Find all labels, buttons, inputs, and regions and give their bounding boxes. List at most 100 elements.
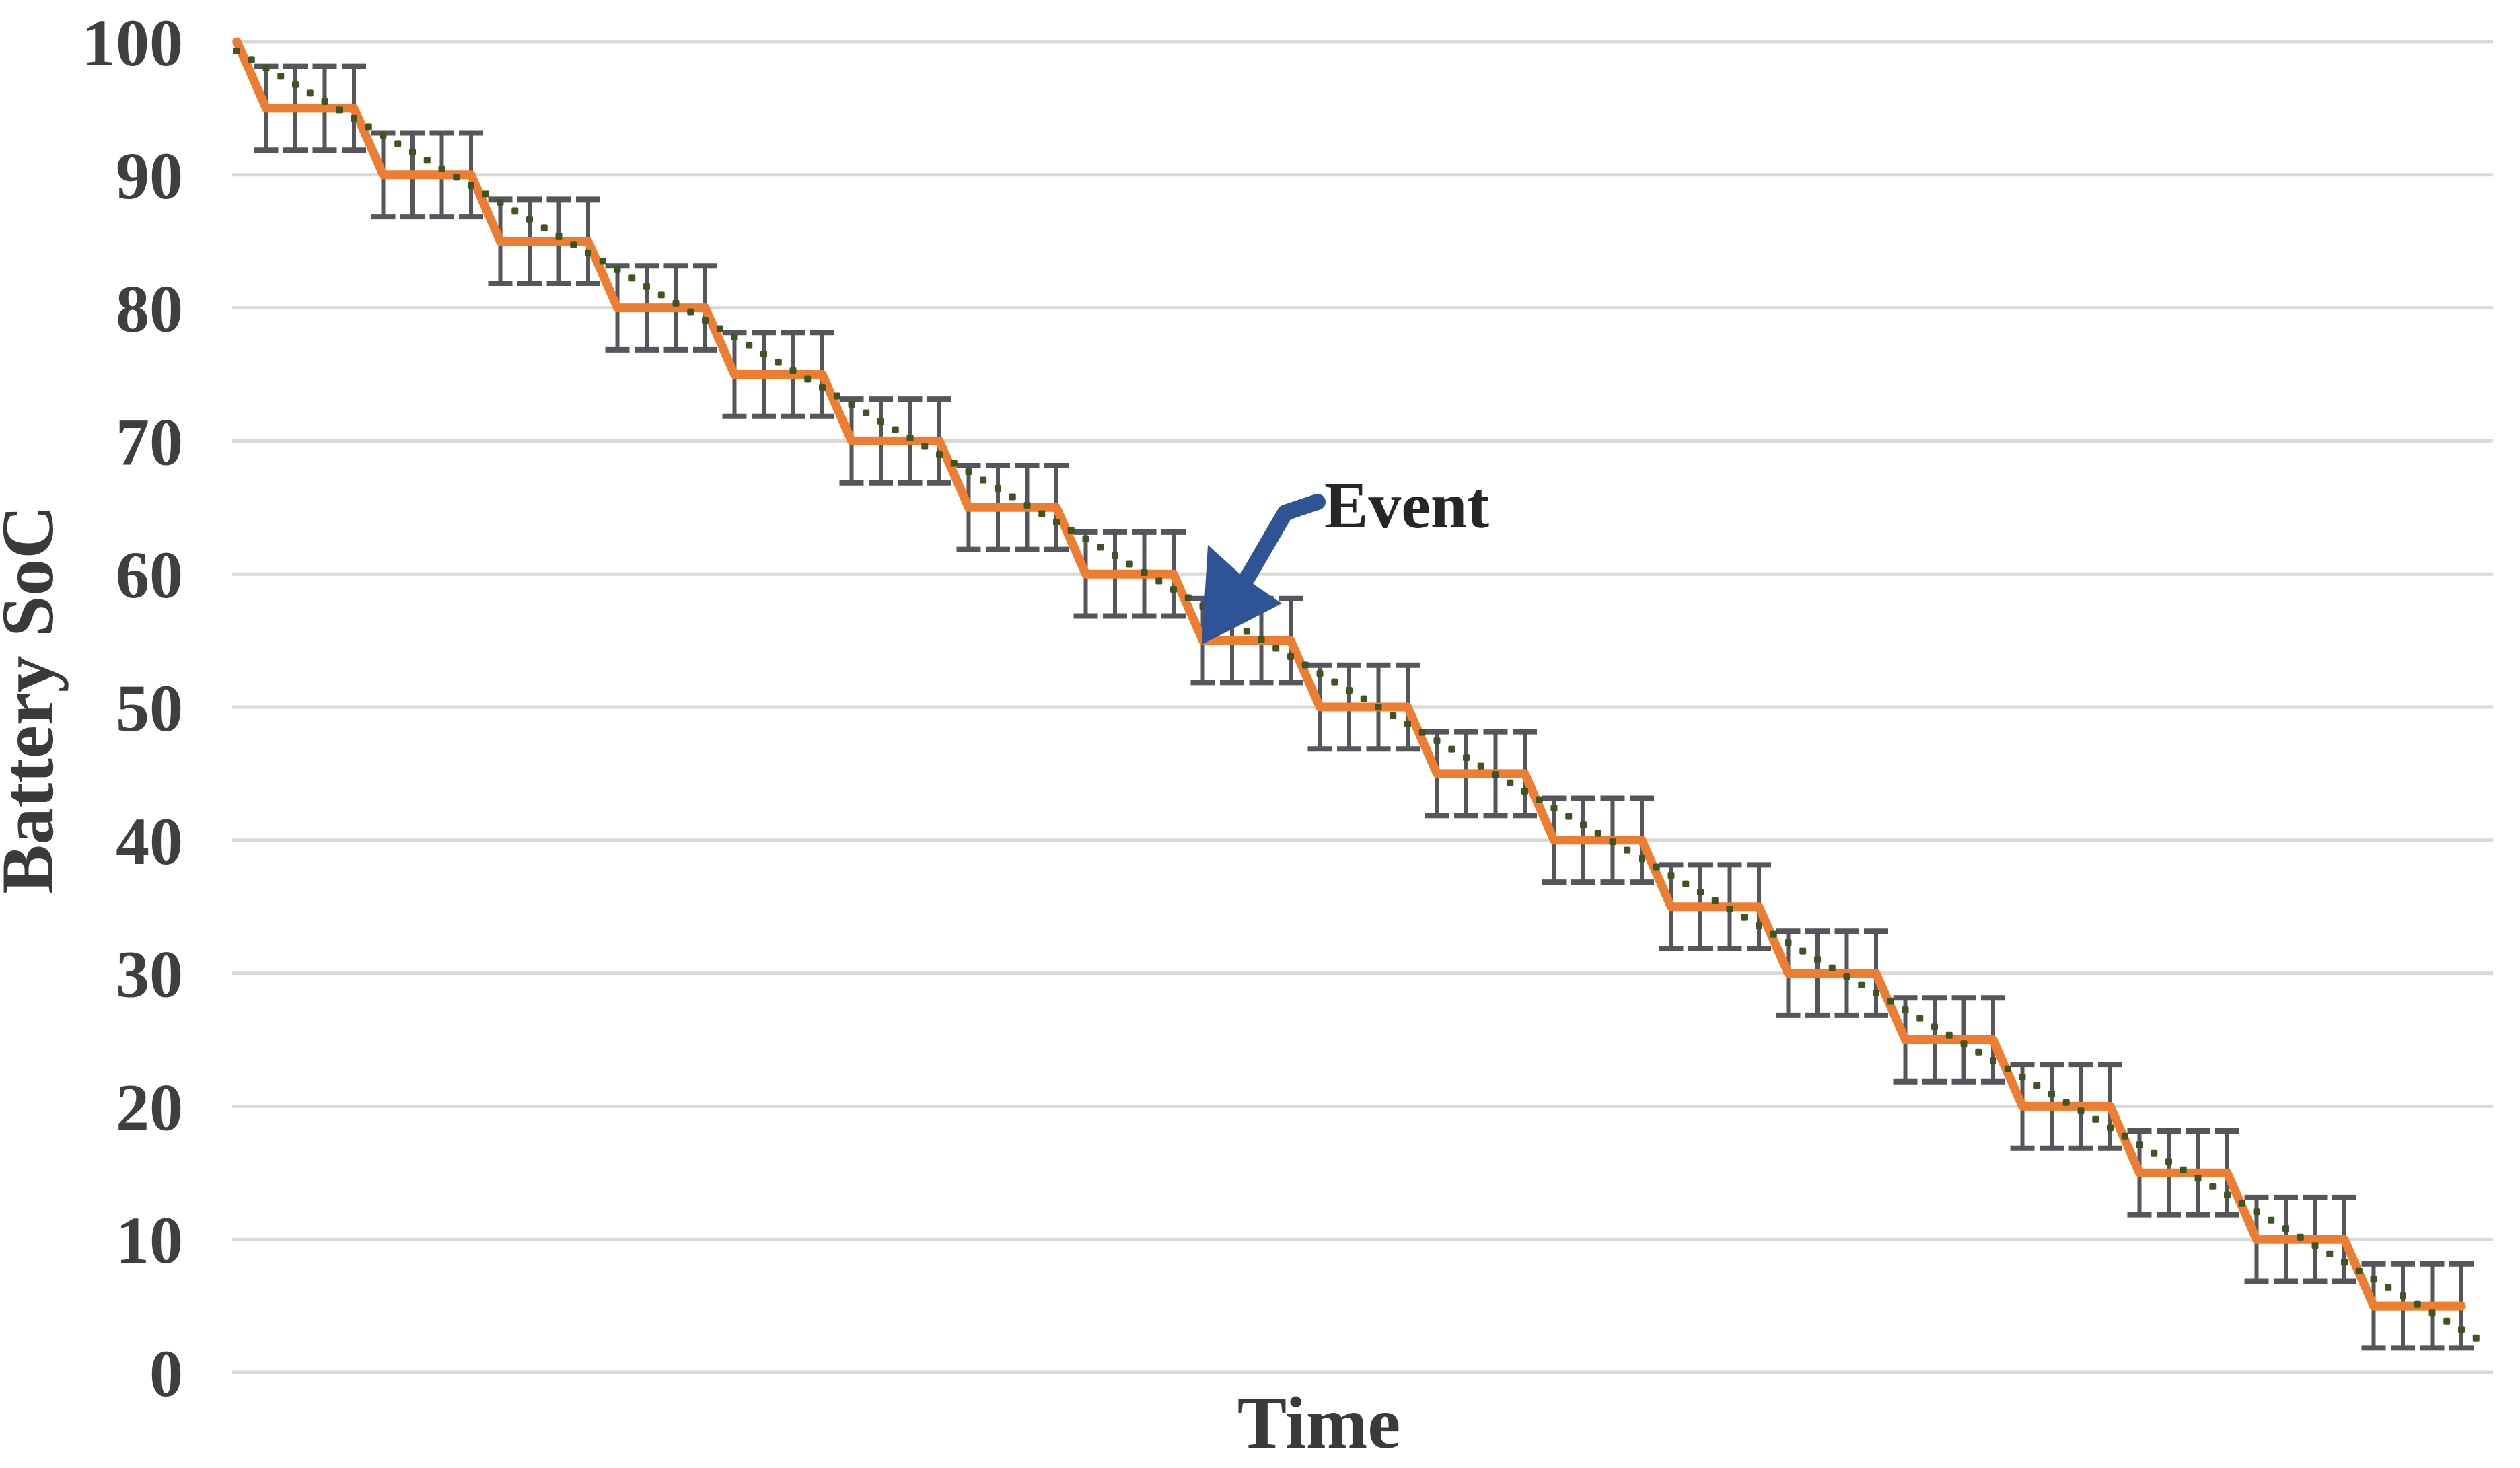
trend-dot	[1594, 830, 1601, 837]
trend-dot	[292, 81, 299, 88]
trend-dot	[1097, 544, 1104, 551]
trend-dot	[2062, 1099, 2070, 1106]
event-arrow-shaft	[1234, 494, 1326, 595]
y-tick-label: 70	[116, 404, 183, 479]
trend-dot	[1038, 510, 1046, 517]
event-annotation: Event	[1202, 470, 1489, 645]
trend-dot	[1785, 939, 1792, 947]
trend-dot	[1741, 914, 1748, 921]
trend-dot	[1975, 1048, 1982, 1056]
trend-dot	[1682, 880, 1690, 887]
trend-dot	[1301, 661, 1309, 669]
trend-dot	[262, 64, 270, 71]
trend-dot	[1697, 889, 1704, 896]
trend-dot	[1521, 788, 1528, 795]
trend-dot	[2107, 1124, 2114, 1132]
trend-dot	[1858, 981, 1865, 988]
trend-dot	[643, 283, 650, 290]
event-label: Event	[1324, 470, 1489, 542]
trend-dot	[702, 316, 709, 324]
trend-dot	[1726, 906, 1733, 913]
trend-dot	[1112, 552, 1118, 560]
trend-dot	[1609, 838, 1616, 846]
trend-dot	[453, 174, 460, 181]
trend-dot	[1492, 771, 1499, 778]
trend-dot	[950, 460, 958, 467]
y-axis-title: Battery SoC	[0, 505, 69, 893]
trend-dot	[936, 451, 943, 458]
trend-dot	[2268, 1216, 2275, 1224]
trend-dot	[1126, 560, 1133, 568]
trend-dot	[2282, 1225, 2289, 1233]
trend-dot	[1360, 695, 1367, 702]
trend-dot	[2151, 1149, 2158, 1157]
trend-dot	[848, 400, 855, 408]
trend-dot	[599, 258, 606, 265]
trend-dot	[1814, 956, 1821, 963]
trend-dot	[540, 224, 548, 231]
trend-dot	[1507, 779, 1514, 786]
trend-dot	[2077, 1107, 2085, 1115]
trend-dot	[482, 190, 489, 198]
trend-dot	[657, 291, 665, 299]
trend-dot	[2121, 1132, 2128, 1140]
trend-dot	[1023, 502, 1031, 509]
y-tick-label: 20	[116, 1070, 183, 1144]
trend-dot	[687, 308, 694, 316]
trend-dot	[277, 73, 285, 80]
trend-dot	[760, 350, 767, 357]
trend-dot	[2326, 1250, 2334, 1257]
trend-dot	[833, 392, 840, 400]
trend-dot	[2209, 1183, 2217, 1190]
trend-dot	[965, 468, 972, 475]
trend-dot	[1843, 973, 1850, 980]
trend-dot	[2355, 1267, 2363, 1274]
trend-dot	[1756, 922, 1762, 930]
trend-dot	[2414, 1300, 2421, 1308]
trend-dot	[804, 375, 812, 383]
trend-dot	[526, 215, 533, 223]
trend-dot	[409, 148, 416, 155]
trend-dot	[1170, 586, 1177, 593]
trend-dot	[1287, 653, 1294, 661]
trend-dot	[1990, 1057, 1996, 1064]
trend-dot	[2370, 1276, 2377, 1283]
trend-dot	[2194, 1175, 2202, 1182]
trend-dot	[336, 106, 343, 114]
trend-dot	[2180, 1166, 2187, 1173]
y-tick-label: 90	[116, 139, 183, 213]
trend-dot	[1916, 1015, 1924, 1022]
trend-dot	[1082, 536, 1089, 543]
trend-dot	[1639, 855, 1645, 863]
trend-dot	[921, 443, 929, 450]
trend-dot	[306, 89, 314, 97]
trend-dot	[628, 274, 636, 282]
trend-dot	[2311, 1242, 2319, 1249]
trend-dot	[1418, 729, 1426, 736]
trend-dot	[1931, 1023, 1938, 1031]
trend-dot	[672, 299, 680, 307]
trend-dot	[995, 485, 1001, 492]
trend-dot	[1945, 1031, 1953, 1039]
y-tick-label: 0	[149, 1336, 183, 1411]
trend-dot	[2458, 1326, 2465, 1333]
trend-dot	[555, 232, 563, 240]
trend-dot	[1316, 670, 1324, 677]
trend-dot	[2443, 1317, 2451, 1325]
y-tick-label: 30	[116, 937, 183, 1012]
trend-dot	[1463, 754, 1470, 762]
trend-dot	[351, 114, 357, 122]
trend-dot	[1155, 577, 1163, 585]
trend-dot	[2019, 1074, 2026, 1081]
trend-dot	[1580, 821, 1587, 829]
trend-dot	[731, 333, 738, 340]
trend-dot	[1711, 897, 1719, 904]
trend-dot	[1433, 737, 1441, 745]
trend-dot	[570, 241, 577, 248]
trend-dot	[321, 98, 328, 105]
trend-dot	[1272, 645, 1280, 652]
trend-dot	[468, 182, 474, 189]
